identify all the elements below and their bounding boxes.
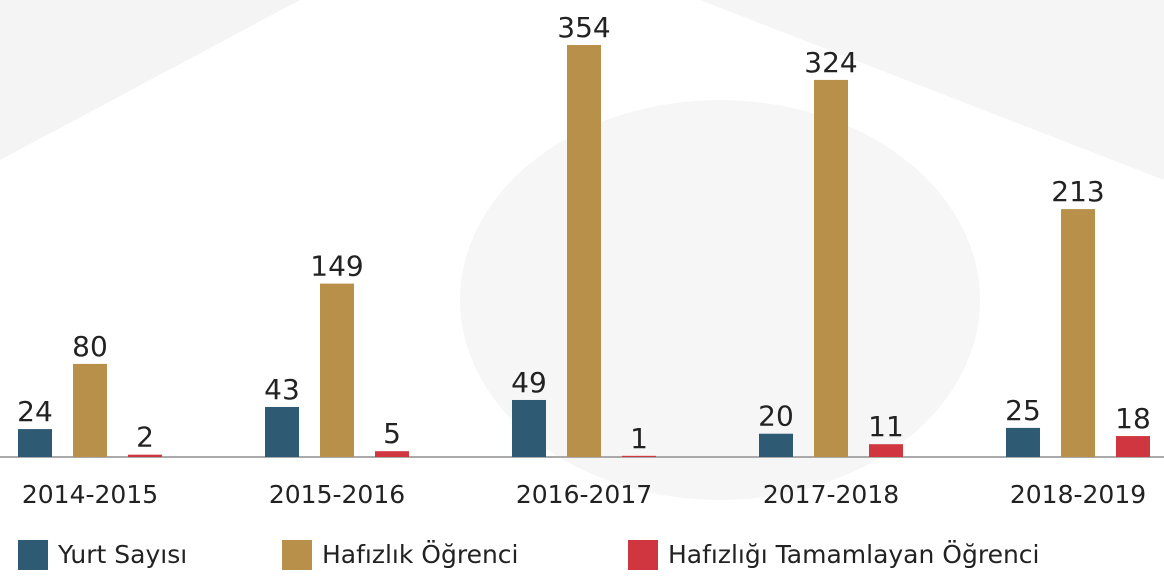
- bar: [1116, 436, 1150, 457]
- data-label: 18: [1115, 402, 1151, 435]
- data-label: 24: [17, 395, 53, 428]
- bar: [18, 429, 52, 457]
- bar: [512, 399, 546, 457]
- legend-label: Hafızlığı Tamamlayan Öğrenci: [668, 540, 1039, 569]
- data-label: 49: [511, 366, 547, 399]
- x-tick-label: 2014-2015: [22, 480, 158, 509]
- data-label: 213: [1051, 175, 1104, 208]
- bar: [265, 406, 299, 457]
- x-tick-label: 2015-2016: [269, 480, 405, 509]
- bar: [320, 283, 354, 457]
- data-label: 324: [804, 46, 857, 79]
- x-tick-label: 2017-2018: [763, 480, 899, 509]
- bar: [759, 433, 793, 457]
- legend-label: Yurt Sayısı: [57, 540, 187, 569]
- bar: [375, 451, 409, 457]
- legend-swatch: [282, 540, 312, 570]
- data-label: 80: [72, 330, 108, 363]
- data-label: 11: [868, 410, 904, 443]
- data-label: 25: [1005, 394, 1041, 427]
- data-label: 2: [136, 421, 154, 454]
- data-label: 20: [758, 400, 794, 433]
- bar: [567, 45, 601, 457]
- data-label: 43: [264, 373, 300, 406]
- bar: [128, 454, 162, 457]
- data-label: 5: [383, 417, 401, 450]
- bar: [73, 363, 107, 457]
- data-label: 149: [310, 250, 363, 283]
- x-tick-label: 2016-2017: [516, 480, 652, 509]
- data-label: 1: [630, 422, 648, 455]
- bar: [814, 79, 848, 457]
- bar: [1061, 209, 1095, 457]
- legend-label: Hafızlık Öğrenci: [322, 540, 519, 569]
- legend-swatch: [18, 540, 48, 570]
- bar: [622, 455, 656, 457]
- x-tick-label: 2018-2019: [1010, 480, 1146, 509]
- data-label: 354: [557, 11, 610, 44]
- bar: [1006, 427, 1040, 457]
- background-shape: [700, 0, 1164, 180]
- bar: [869, 444, 903, 457]
- background-shape: [0, 0, 300, 160]
- legend-swatch: [628, 540, 658, 570]
